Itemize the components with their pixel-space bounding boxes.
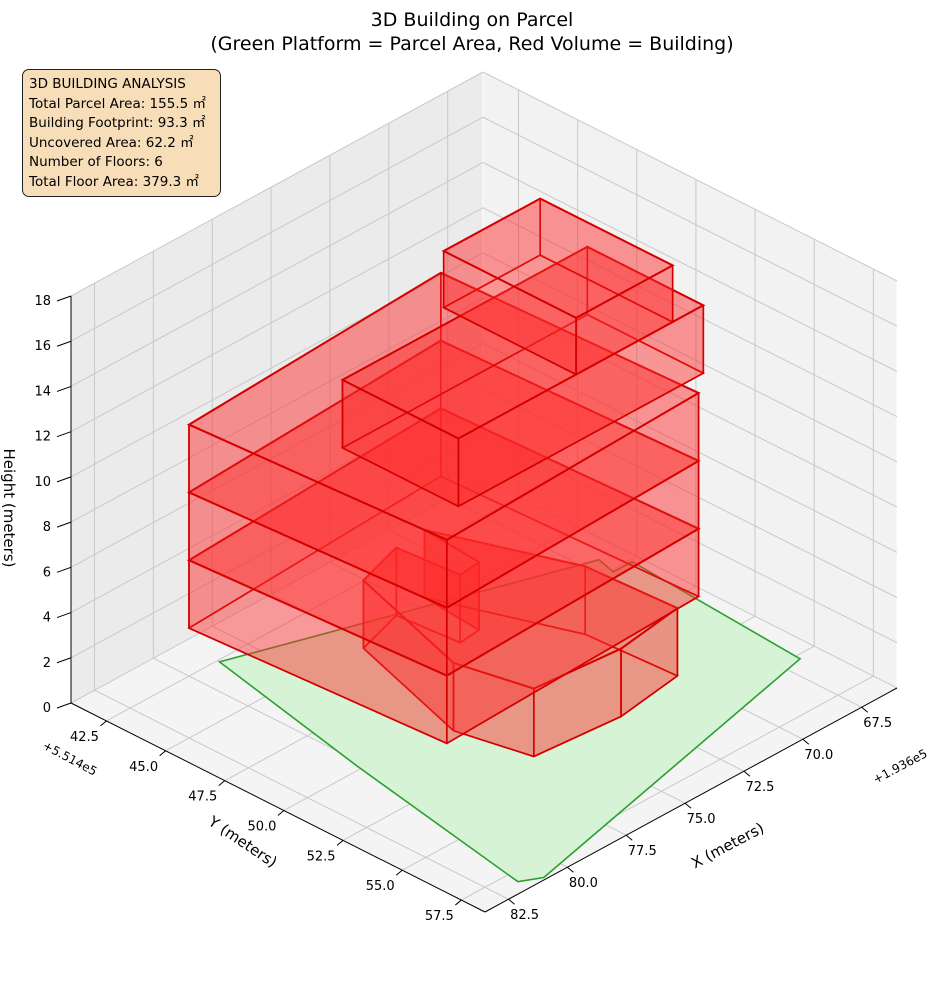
grid-line-z-left [70,388,484,613]
x-tick-mark [508,898,515,905]
y-tick-mark [100,720,107,727]
y-tick-label: 47.5 [188,790,217,805]
z-tick-mark [56,566,72,573]
z-tick-label: 12 [34,430,51,445]
grid-line-z-right [482,433,898,644]
z-tick-label: 0 [43,701,51,716]
z-tick-mark [56,340,72,347]
z-tick-mark [56,295,72,302]
info-number-of-floors: Number of Floors: 6 [29,154,163,170]
grid-line-z-left [70,71,484,297]
z-tick-label: 14 [34,384,51,399]
grid-line-z-left [70,207,484,433]
z-tick-label: 2 [43,656,51,671]
chart-title: 3D Building on Parcel [371,9,574,31]
grid-line-z-left [70,162,484,387]
y-tick-mark [159,750,166,757]
floor-6 [441,197,675,376]
grid-line-z-left [70,342,484,568]
grid-line-z-right [482,342,898,553]
grid-line-z-right [482,388,898,599]
x-tick-label: 70.0 [804,748,833,763]
y-tick-label: 45.0 [129,760,158,775]
floor-5 [340,245,706,508]
y-tick-mark [336,839,344,846]
y-tick-label: 52.5 [307,849,336,864]
analysis-info-box: 3D BUILDING ANALYSIS Total Parcel Area: … [22,69,221,197]
grid-line-z-right [482,71,898,282]
x-tick-label: 82.5 [510,908,539,923]
parcel-platform [217,558,802,883]
x-tick-label: 80.0 [569,876,598,891]
x-axis-line [484,687,898,913]
floor-top-face [441,197,675,320]
parcel-polygon [217,558,802,883]
floor-4 [186,271,701,609]
info-title: 3D BUILDING ANALYSIS [29,76,186,92]
grid-line-z-right [482,161,898,372]
grid-line-y-floor [106,496,519,722]
grid-line-z-left [70,433,484,659]
building-volume [186,197,706,758]
floor-top-face [186,271,701,542]
grid-line-z-right [482,252,898,463]
x-tick-label: 67.5 [863,716,892,731]
z-tick-label: 6 [43,565,51,580]
x-tick-label: 72.5 [745,780,774,795]
y-tick-label: 50.0 [247,819,276,834]
z-tick-label: 16 [34,339,51,354]
floor-top-face [361,528,680,690]
z-tick-label: 8 [43,520,51,535]
info-building-footprint: Building Footprint: 93.3 ㎡ [29,115,206,131]
z-tick-label: 4 [43,611,51,626]
grid-line-z-right [482,478,898,689]
info-total-floor-area: Total Floor Area: 379.3 ㎡ [29,173,200,190]
floor-2 [186,407,701,745]
floor-1 [361,528,680,758]
z-tick-mark [56,385,72,392]
z-tick-mark [56,702,72,709]
axis-ticks: 67.5 70.0 72.5 75.0 77.5 80.0 82.5 42.5 45.0 47.5… [34,294,898,924]
grid-line-x-floor [94,689,509,900]
z-tick-label: 10 [34,475,51,490]
x-tick-mark [743,770,751,777]
y-tick-mark [455,899,462,906]
z-tick-mark [56,612,72,619]
x-tick-mark [567,866,574,873]
z-tick-mark [56,521,72,528]
floor-3 [186,339,701,677]
x-tick-label: 75.0 [687,812,716,827]
z-tick-mark [56,431,72,438]
y-tick-label: 55.0 [366,879,395,894]
z-axis-label: Height (meters) [0,449,18,568]
z-tick-label: 18 [34,294,51,309]
x-tick-mark [625,834,633,841]
x-tick-mark [802,738,810,745]
info-uncovered-area: Uncovered Area: 62.2 ㎡ [29,134,194,151]
y-tick-label: 57.5 [425,909,454,924]
x-tick-mark [861,706,869,713]
z-tick-mark [56,657,72,664]
grid-line-z-right [482,116,898,327]
y-tick-mark [218,780,226,787]
grid-line-z-left [70,252,484,478]
y-tick-mark [395,869,403,876]
x-offset-label: +1.936e5 [871,746,930,786]
y-tick-label: 42.5 [70,730,99,745]
grid-line-z-left [70,478,484,704]
info-total-parcel-area: Total Parcel Area: 155.5 ㎡ [29,95,206,112]
x-tick-mark [684,802,692,809]
chart-subtitle: (Green Platform = Parcel Area, Red Volum… [210,33,733,55]
grid-line-z-left [70,297,484,523]
grid-line-z-left [70,116,484,342]
y-tick-mark [277,810,285,816]
floor-top-face [340,245,706,440]
x-tick-label: 77.5 [628,844,657,859]
z-tick-mark [56,476,72,483]
y-axis-line [70,702,486,913]
